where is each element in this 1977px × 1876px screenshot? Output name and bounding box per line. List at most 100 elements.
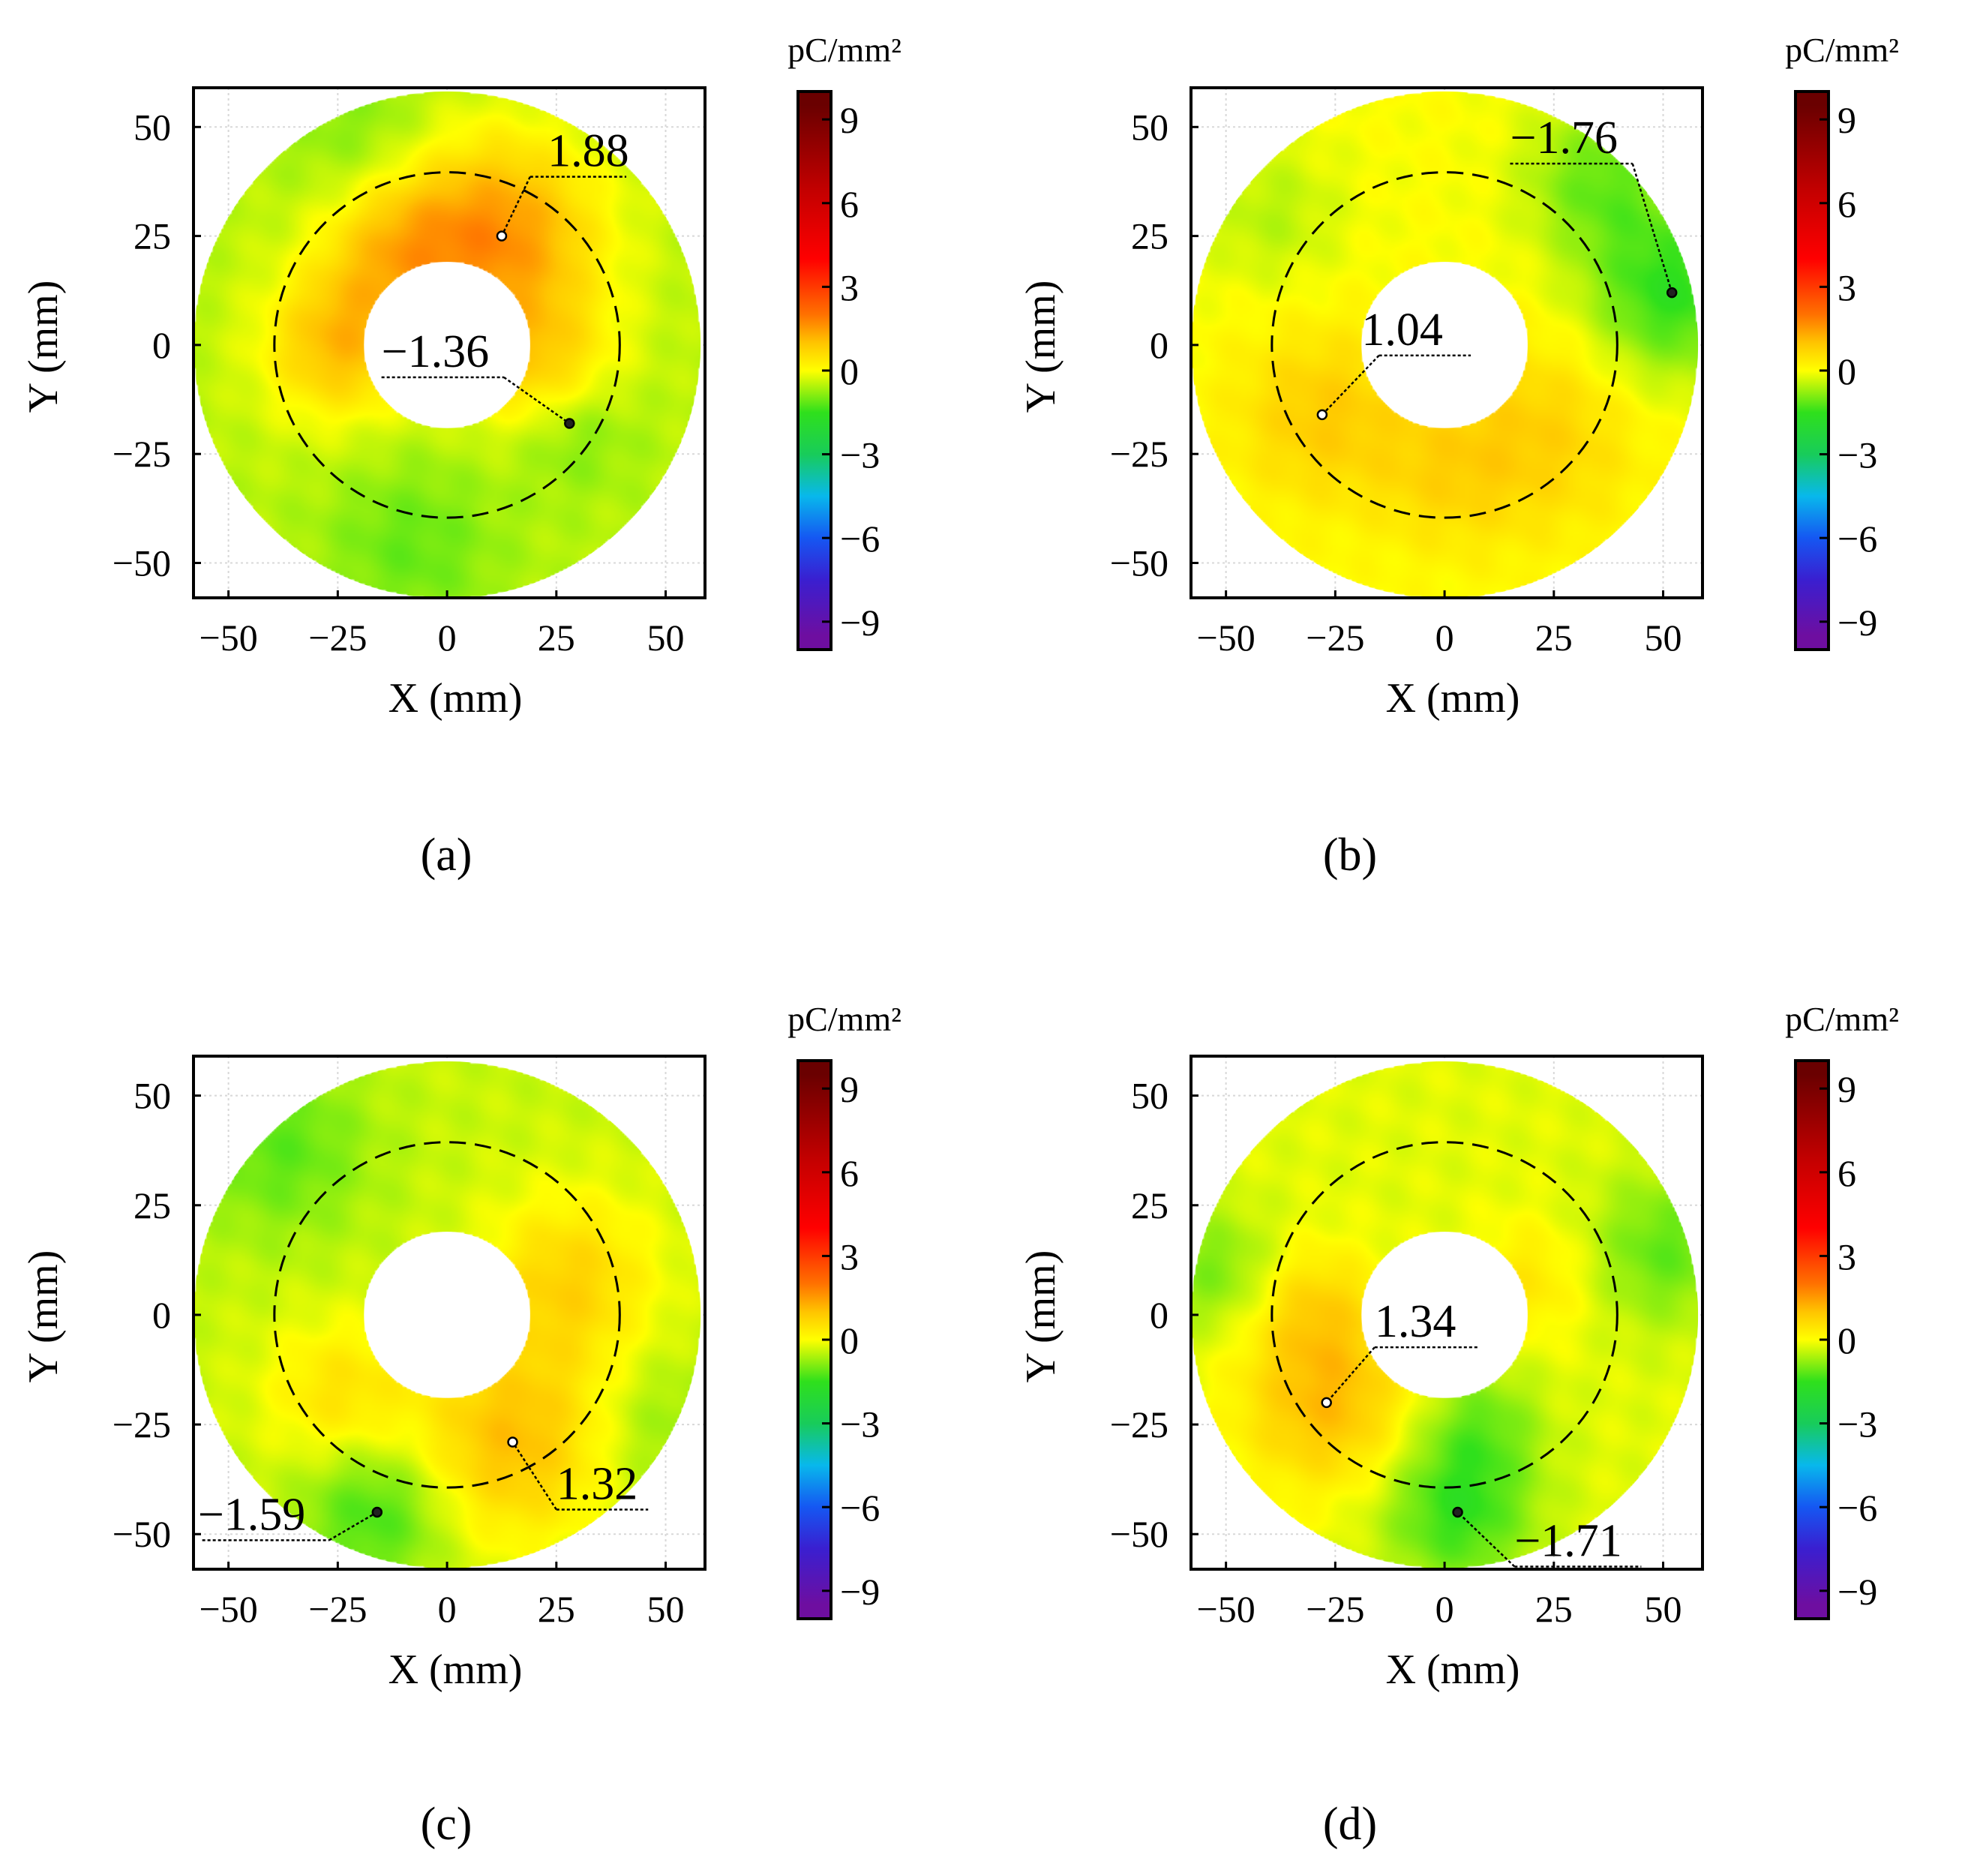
colorbar-tick-label: 0 — [1838, 1319, 1856, 1361]
annotation: 1.04 — [1316, 305, 1472, 421]
x-tick-label: 50 — [647, 617, 685, 659]
inner-hole — [1361, 262, 1528, 428]
x-tick-label: 25 — [1535, 617, 1573, 659]
inner-hole — [1361, 1232, 1528, 1398]
y-tick-label: 50 — [134, 1075, 171, 1117]
annotation-marker — [371, 1506, 383, 1518]
y-tick-label: 25 — [1131, 215, 1168, 257]
x-tick-label: 0 — [1436, 1588, 1454, 1630]
y-axis-label: Y (mm) — [1018, 281, 1064, 413]
y-tick-label: 25 — [134, 1184, 171, 1226]
annotation-value: 1.32 — [556, 1458, 638, 1509]
plot-frame — [192, 1055, 706, 1571]
panel-caption: (b) — [1323, 830, 1377, 881]
colorbar-tick-label: 9 — [1838, 99, 1856, 141]
annotation: −1.59 — [198, 1489, 383, 1541]
colorbar-tick-label: 0 — [1838, 350, 1856, 392]
colorbar-tick-label: 3 — [840, 1235, 859, 1277]
colorbar: 9 6 3 0 −3 −6 −9 pC/mm² — [788, 31, 902, 651]
annotation-value: 1.04 — [1361, 305, 1443, 356]
colorbar-unit: pC/mm² — [788, 31, 902, 69]
dashed-circle — [273, 1141, 621, 1489]
x-tick-label: −25 — [308, 1588, 367, 1630]
annotation: −1.36 — [381, 326, 575, 429]
colorbar-tick-label: 6 — [1838, 1152, 1856, 1194]
colorbar-tick-label: 3 — [1838, 266, 1856, 308]
colorbar-tick-label: −3 — [840, 434, 880, 476]
y-tick-label: 0 — [1150, 1294, 1168, 1336]
colorbar-tick-label: 9 — [1838, 1068, 1856, 1110]
colorbar-tick-label: −6 — [1838, 518, 1877, 560]
annotation-marker — [1321, 1397, 1332, 1409]
colorbar-tick-label: 0 — [840, 350, 859, 392]
colorbar-tick-label: −9 — [1838, 602, 1877, 644]
colorbar-tick-label: −9 — [1838, 1571, 1877, 1613]
annotation-leader — [503, 376, 571, 425]
colorbar-tick-label: −6 — [1838, 1487, 1877, 1529]
y-tick-label: −50 — [1110, 1513, 1168, 1555]
y-tick-label: 50 — [134, 106, 171, 148]
panel-caption: (d) — [1323, 1799, 1377, 1850]
inner-hole — [364, 1232, 530, 1398]
x-tick-label: 25 — [538, 617, 575, 659]
y-tick-label: −50 — [112, 1513, 171, 1555]
colorbar: 9 6 3 0 −3 −6 −9 pC/mm² — [1785, 31, 1899, 651]
panel-caption: (a) — [421, 830, 472, 881]
annotation-value: 1.88 — [548, 126, 629, 177]
y-tick-label: −50 — [112, 542, 171, 584]
x-tick-label: 25 — [538, 1588, 575, 1630]
y-tick-label: −25 — [1110, 1403, 1168, 1445]
x-tick-label: −25 — [1306, 1588, 1364, 1630]
colorbar-unit: pC/mm² — [1785, 31, 1899, 69]
x-tick-label: −50 — [200, 1588, 258, 1630]
colorbar-tick-label: 6 — [840, 1152, 859, 1194]
colorbar-tick-label: 3 — [1838, 1235, 1856, 1277]
colorbar: 9 6 3 0 −3 −6 −9 pC/mm² — [788, 1000, 902, 1620]
dashed-circle — [1270, 1141, 1618, 1489]
x-tick-label: −50 — [200, 617, 258, 659]
annotation-marker — [496, 230, 508, 242]
x-tick-label: 50 — [1645, 1588, 1682, 1630]
y-tick-label: 0 — [152, 324, 171, 366]
y-tick-label: 0 — [152, 1294, 171, 1336]
annotation-leader — [1631, 163, 1673, 293]
annotation-value: −1.71 — [1514, 1515, 1622, 1566]
colorbar-tick-label: −6 — [840, 1487, 880, 1529]
colorbar-tick-label: 0 — [840, 1319, 859, 1361]
annotation-leader — [1456, 1511, 1516, 1568]
annotation-leader — [1325, 1346, 1376, 1403]
colorbar-tick-label: −3 — [1838, 434, 1877, 476]
annotation-leader — [1321, 355, 1380, 416]
annotation-value: −1.36 — [382, 326, 489, 377]
y-tick-label: 25 — [134, 215, 171, 257]
colorbar-tick-label: 3 — [840, 266, 859, 308]
y-tick-label: −50 — [1110, 542, 1168, 584]
annotation: 1.32 — [507, 1436, 649, 1511]
inner-hole — [364, 262, 530, 428]
y-axis-label: Y (mm) — [20, 1250, 67, 1383]
x-tick-label: 50 — [1645, 617, 1682, 659]
dashed-circle — [1270, 171, 1618, 519]
annotation-marker — [564, 418, 575, 429]
annotation-marker — [1452, 1506, 1463, 1518]
colorbar-tick-label: 9 — [840, 99, 859, 141]
annotation-value: −1.59 — [198, 1489, 305, 1540]
y-tick-label: 25 — [1131, 1184, 1168, 1226]
colorbar-tick-label: −9 — [840, 1571, 880, 1613]
x-tick-label: 0 — [438, 1588, 457, 1630]
y-tick-label: 50 — [1131, 106, 1168, 148]
x-tick-label: −25 — [1306, 617, 1364, 659]
dashed-circle — [273, 171, 621, 519]
x-tick-label: −50 — [1197, 617, 1256, 659]
annotation-marker — [507, 1436, 518, 1448]
y-axis-label: Y (mm) — [1018, 1250, 1064, 1383]
annotation-marker — [1316, 409, 1328, 421]
colorbar: 9 6 3 0 −3 −6 −9 pC/mm² — [1785, 1000, 1899, 1620]
panel-c: −50 −25 0 25 50 50 25 0 −25 −50 X (mm) Y (mm) 1.32 −1… — [20, 1000, 902, 1850]
colorbar-tick-label: −9 — [840, 602, 880, 644]
y-axis-label: Y (mm) — [20, 281, 67, 413]
x-tick-label: −50 — [1197, 1588, 1256, 1630]
x-tick-label: 0 — [1436, 617, 1454, 659]
colorbar-tick-label: −3 — [840, 1403, 880, 1445]
